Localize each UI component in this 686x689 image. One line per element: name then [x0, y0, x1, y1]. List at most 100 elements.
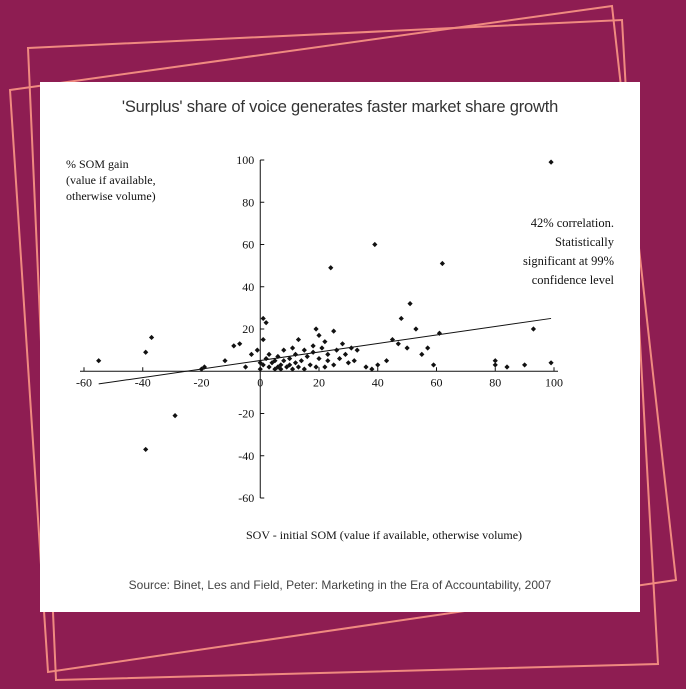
chart-title: 'Surplus' share of voice generates faste…	[121, 98, 559, 116]
data-point	[281, 358, 287, 364]
data-point	[254, 347, 260, 353]
data-point	[148, 334, 155, 341]
x-tick-label: 60	[431, 375, 443, 389]
data-point	[354, 347, 360, 353]
data-point	[331, 328, 337, 334]
data-point	[281, 347, 287, 353]
data-point	[287, 362, 293, 368]
data-point	[266, 351, 272, 357]
trend-line	[98, 317, 552, 385]
data-point	[287, 355, 293, 362]
annotation-line-4: confidence level	[531, 273, 614, 287]
data-point	[301, 366, 307, 372]
data-point	[272, 358, 278, 364]
x-tick-label: -20	[194, 375, 210, 389]
data-point	[96, 358, 102, 364]
y-axis-label-line-2: (value if available,	[66, 173, 156, 187]
y-tick-label: -40	[238, 449, 254, 463]
y-tick-label: 20	[242, 322, 254, 336]
data-point	[334, 347, 340, 353]
data-point	[198, 366, 205, 372]
data-point	[369, 366, 375, 372]
y-tick-label: 80	[242, 195, 254, 209]
data-point	[289, 345, 296, 351]
data-point	[260, 362, 266, 368]
x-tick-label: -40	[135, 375, 151, 389]
annotation-line-1: 42% correlation.	[530, 216, 614, 230]
data-point	[278, 366, 284, 372]
data-point	[310, 343, 316, 349]
x-tick-label: 40	[372, 375, 384, 389]
frame-tilted-left	[8, 4, 678, 674]
data-point	[398, 315, 404, 322]
data-point	[419, 351, 425, 357]
x-tick-label: 20	[313, 375, 325, 389]
x-tick-label: 0	[257, 375, 263, 389]
data-point	[272, 366, 278, 372]
data-point	[295, 336, 302, 343]
scatter-plot: -60 -40 -20 0 20 40 60 80 100 -60 -40 -20 20 40 60 80 10…	[76, 153, 563, 505]
x-tick-label: 80	[489, 375, 501, 389]
data-point	[430, 362, 437, 368]
data-point	[284, 364, 290, 370]
data-point	[389, 336, 396, 343]
data-point	[316, 355, 322, 362]
data-point	[342, 351, 349, 357]
y-tick-label: -60	[238, 491, 254, 505]
annotation-line-3: significant at 99%	[523, 254, 614, 268]
data-point	[425, 345, 431, 351]
data-point	[201, 364, 208, 370]
data-point	[530, 326, 537, 332]
data-point	[292, 360, 299, 366]
data-point	[492, 362, 498, 368]
data-point	[336, 355, 343, 362]
data-point	[313, 326, 319, 332]
data-point	[548, 159, 554, 165]
y-tick-label: -20	[238, 407, 254, 421]
correlation-annotation: 42% correlation. Statistically significa…	[464, 214, 614, 290]
data-point	[231, 343, 237, 349]
data-point	[348, 345, 354, 351]
data-point	[325, 351, 331, 357]
data-point	[404, 345, 410, 351]
data-point	[248, 351, 255, 357]
chart-card: 'Surplus' share of voice generates faste…	[40, 82, 640, 612]
data-point	[325, 358, 331, 364]
data-point	[143, 446, 149, 453]
data-point	[351, 358, 357, 364]
data-point	[522, 362, 528, 368]
data-point	[504, 364, 510, 370]
data-point	[275, 364, 281, 370]
annotation-line-2: Statistically	[554, 235, 614, 249]
data-point	[266, 364, 272, 370]
data-point	[295, 364, 302, 370]
data-point	[319, 345, 325, 351]
data-point	[322, 364, 328, 370]
data-point	[275, 353, 281, 360]
y-axis-label-line-3: otherwise volume)	[66, 189, 156, 203]
source-citation: Source: Binet, Les and Field, Peter: Mar…	[128, 578, 552, 592]
data-point	[263, 320, 269, 326]
data-point	[395, 341, 401, 347]
data-point	[237, 341, 243, 347]
data-point	[339, 341, 346, 347]
data-point	[413, 326, 419, 332]
data-point	[310, 349, 316, 355]
data-point	[172, 413, 178, 419]
data-point	[143, 349, 149, 355]
data-point	[407, 301, 413, 307]
data-point	[383, 358, 390, 364]
y-tick-label: 100	[236, 153, 254, 167]
data-point	[316, 332, 322, 338]
data-point	[363, 364, 369, 370]
data-point	[278, 362, 284, 368]
data-point	[242, 364, 249, 370]
data-point	[492, 358, 498, 364]
data-point	[298, 358, 304, 364]
y-tick-label: 40	[242, 280, 254, 294]
x-tick-label: -60	[76, 375, 92, 389]
data-point	[372, 241, 378, 248]
data-point	[292, 351, 299, 357]
data-point	[439, 260, 445, 267]
y-axis-label-line-1: % SOM gain	[66, 157, 129, 171]
